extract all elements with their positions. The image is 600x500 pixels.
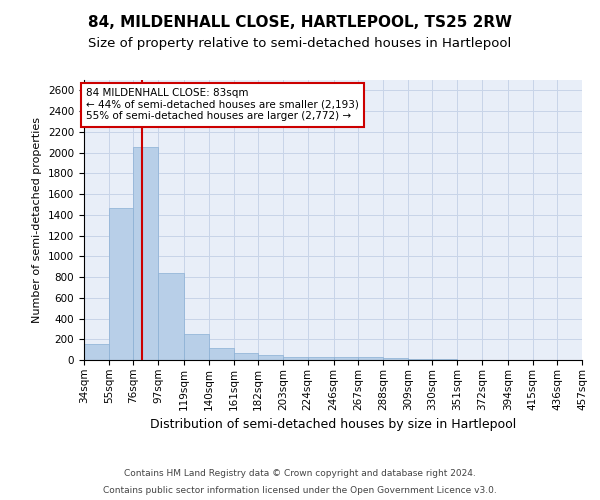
Bar	[334, 357, 358, 360]
Text: Contains HM Land Registry data © Crown copyright and database right 2024.: Contains HM Land Registry data © Crown c…	[124, 468, 476, 477]
Bar	[283, 357, 308, 360]
Bar	[84, 344, 109, 360]
Bar	[383, 358, 408, 360]
Bar	[109, 208, 133, 360]
Bar	[408, 359, 433, 360]
Bar	[184, 334, 209, 360]
Bar	[358, 357, 383, 360]
Y-axis label: Number of semi-detached properties: Number of semi-detached properties	[32, 117, 43, 323]
Text: 84 MILDENHALL CLOSE: 83sqm
← 44% of semi-detached houses are smaller (2,193)
55%: 84 MILDENHALL CLOSE: 83sqm ← 44% of semi…	[86, 88, 359, 122]
Bar	[308, 357, 334, 360]
Text: 84, MILDENHALL CLOSE, HARTLEPOOL, TS25 2RW: 84, MILDENHALL CLOSE, HARTLEPOOL, TS25 2…	[88, 15, 512, 30]
Bar	[233, 354, 258, 360]
X-axis label: Distribution of semi-detached houses by size in Hartlepool: Distribution of semi-detached houses by …	[150, 418, 516, 431]
Bar	[158, 274, 184, 360]
Bar	[133, 148, 158, 360]
Bar	[209, 348, 233, 360]
Text: Size of property relative to semi-detached houses in Hartlepool: Size of property relative to semi-detach…	[88, 38, 512, 51]
Bar	[258, 356, 283, 360]
Text: Contains public sector information licensed under the Open Government Licence v3: Contains public sector information licen…	[103, 486, 497, 495]
